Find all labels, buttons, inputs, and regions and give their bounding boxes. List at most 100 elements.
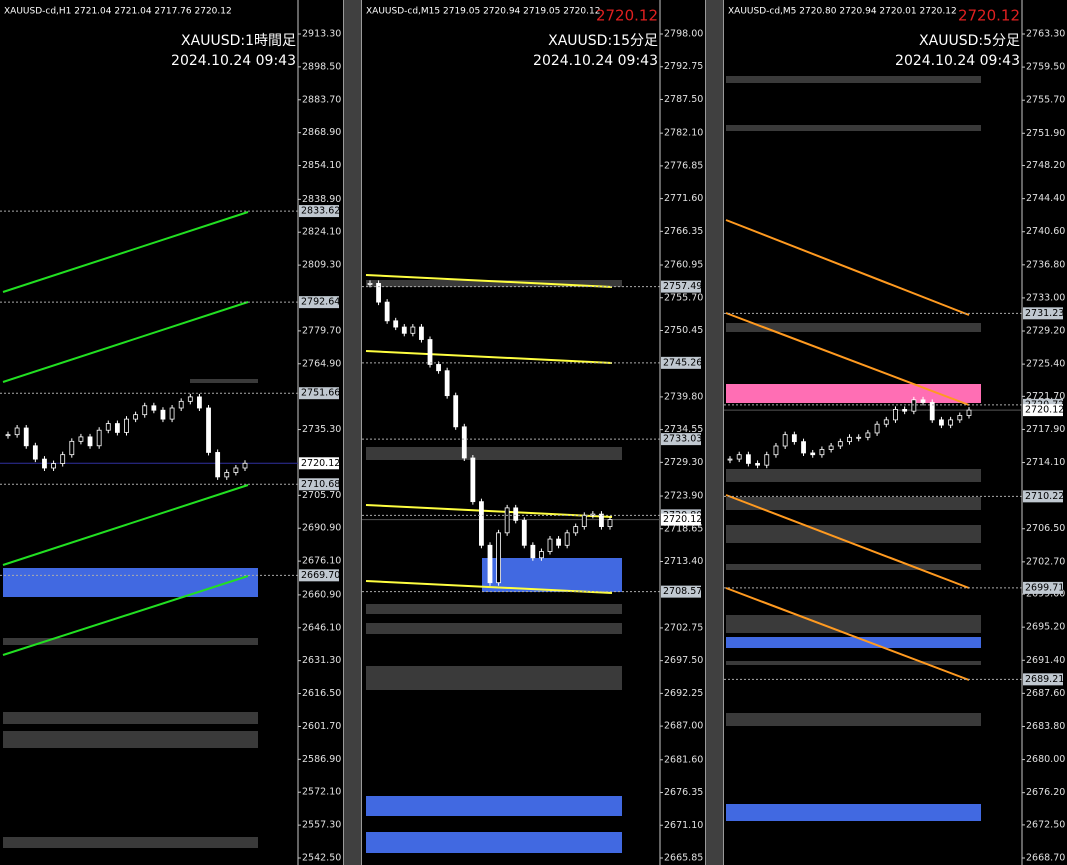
tick-label: 2744.40 [1026, 193, 1065, 204]
candle [151, 405, 157, 411]
zone [3, 731, 258, 748]
tick-label: 2681.60 [664, 754, 703, 765]
candle [939, 419, 944, 426]
tick-label: 2750.45 [664, 325, 703, 336]
tick-label: 2697.50 [664, 655, 703, 666]
candle [847, 436, 852, 443]
price-tag-label: 2745.26 [663, 357, 702, 368]
candle [427, 339, 433, 365]
candle [14, 427, 20, 436]
zone [366, 666, 622, 690]
candle [573, 526, 579, 534]
candle [42, 458, 47, 469]
candle [819, 449, 825, 456]
candle [461, 426, 467, 459]
candle [504, 507, 510, 534]
price-tag-label: 2833.62 [301, 206, 340, 217]
trend-line [725, 312, 970, 406]
chart-title: XAUUSD:15分足 [548, 33, 658, 49]
tick-label: 2676.10 [302, 556, 341, 567]
candle [496, 532, 501, 584]
chart-header: XAUUSD-cd,H1 2721.04 2721.04 2717.76 272… [4, 7, 232, 17]
candle [178, 400, 184, 409]
zone [726, 564, 981, 570]
tick-label: 2631.30 [302, 655, 341, 666]
candle [96, 429, 102, 447]
tick-label: 2572.10 [302, 787, 341, 798]
trend-line [365, 350, 613, 364]
zone [366, 623, 622, 634]
zone [366, 447, 622, 460]
tick-label: 2798.00 [664, 29, 703, 40]
trend-line [725, 219, 970, 316]
candle [169, 407, 175, 420]
candle [929, 402, 935, 421]
candle [69, 440, 75, 456]
candle [590, 513, 596, 516]
candle [487, 544, 493, 584]
tick-label: 2779.70 [302, 325, 341, 336]
candle [810, 452, 816, 456]
candle [607, 519, 613, 527]
candle [547, 538, 553, 552]
tick-label: 2586.90 [302, 754, 341, 765]
price-tag [661, 280, 701, 293]
trend-line [2, 575, 249, 656]
trend-line [2, 211, 249, 293]
candle [513, 507, 519, 521]
chart-title: XAUUSD:1時間足 [181, 33, 296, 49]
chart-header: XAUUSD-cd,M15 2719.05 2720.94 2719.05 27… [366, 7, 600, 17]
tick-label: 2557.30 [302, 820, 341, 831]
current-price-tag [661, 513, 701, 526]
tick-label: 2717.90 [1026, 424, 1065, 435]
candle [436, 364, 441, 372]
candle [224, 472, 230, 478]
current-price-label: 2720.12 [1025, 405, 1064, 416]
tick-label: 2913.30 [302, 29, 341, 40]
trend-line [365, 274, 613, 288]
tick-label: 2776.85 [664, 160, 703, 171]
candle [23, 427, 29, 447]
trend-line [365, 580, 613, 594]
tick-label: 2764.90 [302, 358, 341, 369]
chart-panel: 2913.30 2898.50 2883.70 2868.90 2854.10 2838.… [0, 0, 343, 865]
tick-label: 2702.75 [664, 622, 703, 633]
price-tag-label: 2669.70 [301, 570, 340, 581]
price-tag-label: 2699.71 [1025, 582, 1064, 593]
price-tag [299, 296, 339, 309]
zone [366, 604, 622, 614]
candle [745, 454, 751, 464]
tick-label: 2721.70 [1026, 391, 1065, 402]
tick-label: 2706.50 [1026, 523, 1065, 534]
trend-line [725, 587, 970, 681]
zone [726, 713, 981, 726]
tick-label: 2751.90 [1026, 128, 1065, 139]
candle [60, 454, 66, 464]
tick-label: 2714.10 [1026, 457, 1065, 468]
zone [3, 712, 258, 724]
tick-label: 2838.90 [302, 194, 341, 205]
candle [114, 423, 120, 433]
chart-datetime: 2024.10.24 09:43 [171, 53, 296, 69]
zone [726, 323, 981, 332]
price-tag [661, 433, 701, 446]
tick-label: 2616.50 [302, 688, 341, 699]
candle [187, 396, 193, 402]
candle [160, 409, 166, 420]
tick-label: 2729.20 [1026, 326, 1065, 337]
candle [599, 513, 604, 527]
candle [556, 538, 561, 546]
current-price-tag [1023, 404, 1063, 417]
candle [865, 432, 871, 438]
separator [343, 0, 362, 865]
tick-label: 2687.00 [664, 721, 703, 732]
candle [444, 370, 450, 397]
price-tag [1023, 581, 1063, 594]
tick-label: 2824.10 [302, 227, 341, 238]
tick-label: 2723.90 [664, 491, 703, 502]
price-tag [661, 585, 701, 598]
tick-label: 2739.80 [664, 391, 703, 402]
candle [764, 454, 770, 466]
price-tag [1023, 490, 1063, 503]
